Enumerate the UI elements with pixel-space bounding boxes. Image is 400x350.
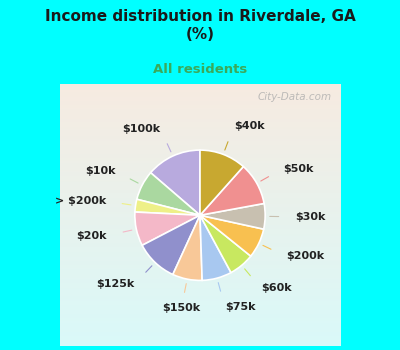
Text: All residents: All residents bbox=[153, 63, 247, 76]
Text: $200k: $200k bbox=[286, 251, 324, 261]
Wedge shape bbox=[200, 215, 231, 280]
Wedge shape bbox=[200, 215, 251, 273]
Text: $20k: $20k bbox=[77, 231, 107, 240]
Wedge shape bbox=[200, 167, 264, 215]
Text: $50k: $50k bbox=[283, 164, 313, 174]
Text: > $200k: > $200k bbox=[55, 196, 106, 206]
Wedge shape bbox=[142, 215, 200, 274]
Wedge shape bbox=[135, 199, 200, 215]
Text: $10k: $10k bbox=[85, 166, 116, 176]
Wedge shape bbox=[135, 212, 200, 245]
Wedge shape bbox=[200, 215, 264, 256]
Wedge shape bbox=[151, 150, 200, 215]
Wedge shape bbox=[137, 173, 200, 215]
Text: $40k: $40k bbox=[234, 121, 264, 132]
Text: City-Data.com: City-Data.com bbox=[258, 92, 332, 102]
Text: Income distribution in Riverdale, GA
(%): Income distribution in Riverdale, GA (%) bbox=[45, 9, 355, 42]
Text: $30k: $30k bbox=[295, 212, 326, 222]
Text: $75k: $75k bbox=[225, 302, 255, 312]
Text: $60k: $60k bbox=[261, 283, 292, 293]
Wedge shape bbox=[200, 203, 265, 229]
Text: $125k: $125k bbox=[96, 279, 134, 289]
Wedge shape bbox=[173, 215, 202, 280]
Text: $150k: $150k bbox=[162, 303, 200, 314]
Text: $100k: $100k bbox=[122, 124, 160, 134]
Wedge shape bbox=[200, 150, 243, 215]
